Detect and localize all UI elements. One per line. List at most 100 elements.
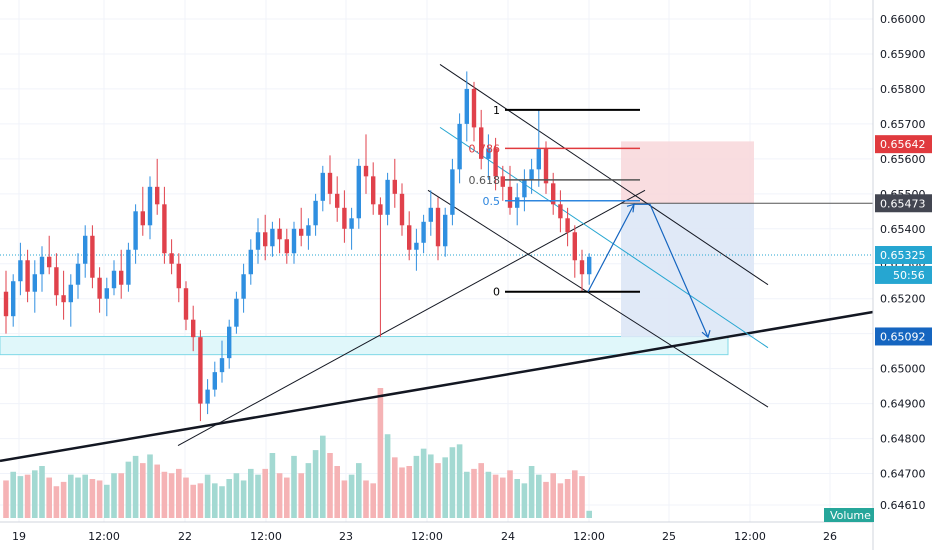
volume-bar xyxy=(399,467,405,518)
candle-body xyxy=(284,239,289,254)
volume-bar xyxy=(478,463,484,518)
candle-body xyxy=(191,319,196,338)
candle-body xyxy=(435,207,441,247)
price-tick-label: 0.65400 xyxy=(880,223,926,236)
candle-body xyxy=(349,218,354,229)
price-label-text: 0.65092 xyxy=(880,330,926,343)
position-zones xyxy=(0,141,873,356)
candle-body xyxy=(486,148,491,159)
volume-bar xyxy=(240,480,247,518)
volume-bar xyxy=(183,477,189,518)
volume-bar xyxy=(291,455,297,518)
candle-body xyxy=(219,358,225,373)
volume-bar xyxy=(89,479,96,518)
candle-body xyxy=(133,211,138,250)
candle-body xyxy=(75,263,81,285)
candle-body xyxy=(572,232,577,261)
volume-bar xyxy=(528,466,535,518)
candle-body xyxy=(392,179,397,194)
candle-body xyxy=(551,183,556,205)
volume-bar xyxy=(17,476,24,518)
price-tick-label: 0.65000 xyxy=(880,363,926,376)
time-tick-label: 26 xyxy=(823,530,837,543)
candle-body xyxy=(234,298,239,327)
candle-body xyxy=(32,274,37,292)
time-tick-label: 19 xyxy=(12,530,26,543)
volume-bar xyxy=(442,457,448,518)
arrowhead-down xyxy=(701,330,711,339)
candle-body xyxy=(3,291,9,317)
volume-bar xyxy=(46,477,52,518)
candle-body xyxy=(104,288,109,299)
candle-body xyxy=(147,186,153,226)
volume-bar xyxy=(10,471,16,518)
volume-bar xyxy=(212,483,218,518)
price-tick-label: 0.64800 xyxy=(880,433,926,446)
price-label-text: 0.65325 xyxy=(880,249,926,262)
volume-bar xyxy=(341,480,348,518)
volume-bar xyxy=(420,448,427,518)
volume-bars xyxy=(3,388,592,518)
channel-lower xyxy=(427,189,769,408)
candle-body xyxy=(299,228,304,236)
volume-bar xyxy=(579,476,585,518)
candle-body xyxy=(536,148,541,170)
volume-bar xyxy=(3,480,9,518)
price-tick-label: 0.65900 xyxy=(880,48,926,61)
long-trendline xyxy=(0,310,874,463)
time-tick-label: 12:00 xyxy=(88,530,120,543)
price-label-box xyxy=(875,246,932,265)
volume-bar xyxy=(348,474,355,518)
price-label-text: 0.65642 xyxy=(880,138,926,151)
volume-bar xyxy=(500,477,506,518)
candle-body xyxy=(335,193,340,208)
candle-body xyxy=(183,288,189,320)
candle-body xyxy=(39,256,45,275)
price-axis[interactable]: 0.660000.659000.658000.657000.656000.655… xyxy=(872,0,932,550)
volume-bar xyxy=(557,483,564,518)
volume-bar xyxy=(464,471,470,518)
price-tick-label: 0.64700 xyxy=(880,468,926,481)
volume-bar xyxy=(320,435,326,518)
candle-body xyxy=(363,165,369,177)
fib-level-label: 0.786 xyxy=(469,142,501,155)
candle-body xyxy=(47,256,52,268)
volume-bar xyxy=(75,477,81,518)
candle-body xyxy=(270,228,275,247)
volume-bar xyxy=(154,464,160,518)
volume-bar xyxy=(118,473,124,518)
candle-body xyxy=(111,270,117,289)
volume-bar xyxy=(521,483,528,518)
candle-body xyxy=(169,253,174,264)
volume-bar xyxy=(204,474,211,518)
stop-loss-zone xyxy=(621,141,754,204)
volume-label: Volume xyxy=(830,509,871,522)
volume-bar xyxy=(514,479,520,518)
candle-body xyxy=(479,127,484,159)
channel-upper xyxy=(439,64,769,286)
candle-body xyxy=(68,284,73,303)
price-label-box xyxy=(875,194,932,213)
volume-bar xyxy=(413,455,420,518)
candle-body xyxy=(428,207,433,222)
candle-body xyxy=(500,176,505,187)
price-label-text: 50:56 xyxy=(893,269,925,282)
candle-body xyxy=(263,232,268,247)
volume-bar xyxy=(96,480,103,518)
fibonacci-retracement[interactable]: 1 0.786 0.618 0.5 0 xyxy=(469,104,641,299)
volume-bar xyxy=(305,463,312,518)
volume-bar xyxy=(32,470,38,518)
candle-body xyxy=(522,179,527,198)
volume-bar xyxy=(449,447,456,518)
candle-body xyxy=(291,228,297,254)
candle-body xyxy=(399,193,405,226)
candle-body xyxy=(54,267,59,296)
volume-bar xyxy=(428,454,434,518)
volume-bar xyxy=(536,474,542,518)
candle-body xyxy=(579,260,585,275)
volume-bar xyxy=(356,463,362,518)
candle-body xyxy=(515,197,520,208)
candle-body xyxy=(61,295,66,303)
time-axis[interactable]: 19 12:00 22 12:00 23 12:00 24 12:00 25 12:00 26 Vol… xyxy=(0,508,874,543)
